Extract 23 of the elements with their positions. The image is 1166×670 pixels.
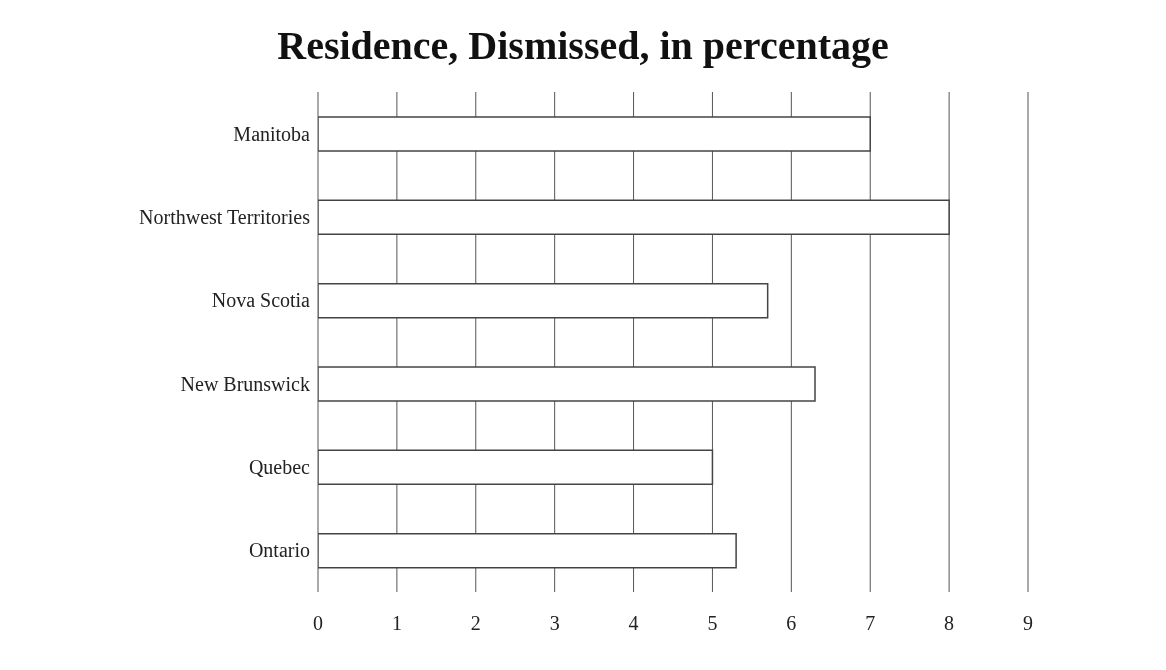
bar [318, 282, 769, 319]
x-tick-label: 2 [470, 612, 481, 635]
x-tick-label: 4 [628, 612, 639, 635]
y-tick-label: Ontario [248, 539, 310, 562]
x-tick-label: 5 [707, 612, 718, 635]
y-tick-label: Nova Scotia [211, 289, 311, 312]
bar [318, 199, 950, 236]
bar [318, 532, 737, 569]
x-tick-label: 9 [1023, 612, 1033, 635]
chart-title: Residence, Dismissed, in percentage [276, 22, 890, 70]
x-tick-label: 0 [313, 612, 323, 635]
bar [318, 366, 816, 402]
bar [318, 116, 871, 152]
bar [318, 449, 714, 486]
y-tick-label: Manitoba [233, 122, 311, 145]
x-tick-label: 3 [549, 612, 560, 635]
y-tick-label: Northwest Territories [139, 206, 311, 229]
y-tick-label: New Brunswick [180, 372, 310, 395]
y-tick-label: Quebec [248, 456, 311, 479]
x-tick-label: 8 [944, 612, 955, 635]
x-tick-label: 7 [865, 612, 876, 635]
x-tick-label: 6 [786, 612, 797, 635]
x-tick-label: 1 [391, 612, 402, 635]
